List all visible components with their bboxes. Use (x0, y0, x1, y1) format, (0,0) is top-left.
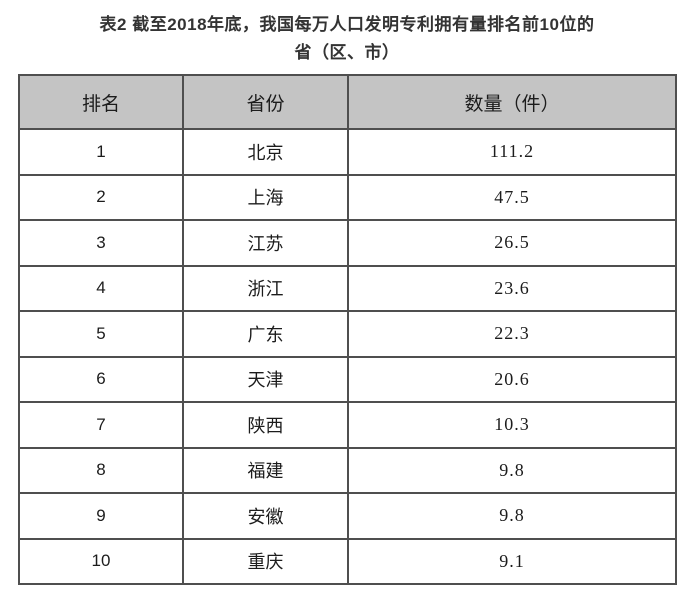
rank-cell: 1 (18, 128, 184, 176)
rank-cell: 6 (18, 355, 184, 403)
province-cell: 重庆 (182, 537, 349, 585)
rank-cell: 7 (18, 401, 184, 449)
rank-cell: 4 (18, 264, 184, 312)
province-cell: 陕西 (182, 401, 349, 449)
col-header-quantity: 数量（件） (347, 74, 677, 130)
col-header-province: 省份 (182, 74, 349, 130)
patent-ranking-table: 排名 省份 数量（件） 1 北京 111.2 2 上海 47.5 3 江苏 26.5 4 浙江 23.… (18, 74, 677, 585)
rank-cell: 5 (18, 310, 184, 358)
province-cell: 江苏 (182, 219, 349, 267)
rank-cell: 3 (18, 219, 184, 267)
table-header-row: 排名 省份 数量（件） (18, 74, 677, 130)
col-header-rank: 排名 (18, 74, 184, 130)
quantity-cell: 26.5 (347, 219, 677, 267)
province-cell: 安徽 (182, 492, 349, 540)
quantity-cell: 20.6 (347, 355, 677, 403)
table-caption-line-1: 表2 截至2018年底，我国每万人口发明专利拥有量排名前10位的 (99, 15, 595, 34)
quantity-cell: 47.5 (347, 173, 677, 221)
province-cell: 浙江 (182, 264, 349, 312)
province-cell: 北京 (182, 128, 349, 176)
table-row: 6 天津 20.6 (18, 355, 677, 403)
table-row: 2 上海 47.5 (18, 173, 677, 221)
quantity-cell: 9.8 (347, 446, 677, 494)
table-row: 1 北京 111.2 (18, 128, 677, 176)
table-row: 9 安徽 9.8 (18, 492, 677, 540)
rank-cell: 8 (18, 446, 184, 494)
table-caption: 表2 截至2018年底，我国每万人口发明专利拥有量排名前10位的 省（区、市） (0, 11, 694, 67)
province-cell: 福建 (182, 446, 349, 494)
table-body: 1 北京 111.2 2 上海 47.5 3 江苏 26.5 4 浙江 23.6 5 广东 22.3 6 天津 2… (18, 128, 677, 585)
quantity-cell: 23.6 (347, 264, 677, 312)
quantity-cell: 9.8 (347, 492, 677, 540)
province-cell: 天津 (182, 355, 349, 403)
rank-cell: 2 (18, 173, 184, 221)
quantity-cell: 9.1 (347, 537, 677, 585)
table-row: 4 浙江 23.6 (18, 264, 677, 312)
table-caption-line-2: 省（区、市） (294, 43, 400, 62)
province-cell: 广东 (182, 310, 349, 358)
quantity-cell: 111.2 (347, 128, 677, 176)
quantity-cell: 10.3 (347, 401, 677, 449)
rank-cell: 10 (18, 537, 184, 585)
table-row: 8 福建 9.8 (18, 446, 677, 494)
table-row: 10 重庆 9.1 (18, 537, 677, 585)
quantity-cell: 22.3 (347, 310, 677, 358)
rank-cell: 9 (18, 492, 184, 540)
table-header: 排名 省份 数量（件） (18, 74, 677, 130)
table-row: 3 江苏 26.5 (18, 219, 677, 267)
table-row: 7 陕西 10.3 (18, 401, 677, 449)
province-cell: 上海 (182, 173, 349, 221)
table-row: 5 广东 22.3 (18, 310, 677, 358)
